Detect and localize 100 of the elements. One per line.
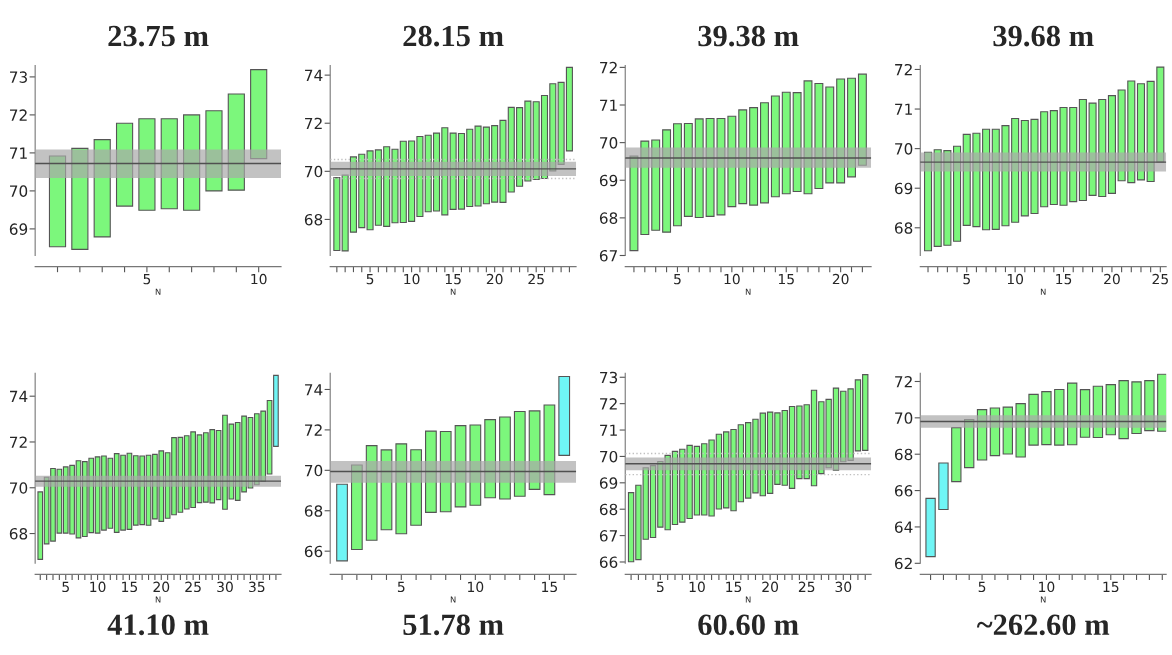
x-tick-label: 10 xyxy=(404,273,420,285)
y-tick-label: 68 xyxy=(304,505,323,517)
bar xyxy=(951,427,962,483)
x-tick-label: 5 xyxy=(366,273,374,285)
y-tick-label: 68 xyxy=(894,448,913,461)
x-tick-label: 15 xyxy=(122,581,138,593)
x-tick-label: 15 xyxy=(1103,581,1119,593)
y-tick-label: 70 xyxy=(305,165,323,178)
bar xyxy=(333,177,341,252)
y-tick-label: 68 xyxy=(599,503,618,516)
y-tick-label: 71 xyxy=(600,99,617,111)
x-tick-label: 5 xyxy=(397,581,405,593)
x-axis-title: N xyxy=(155,288,161,295)
y-tick-label: 74 xyxy=(10,390,28,402)
x-tick-label: 15 xyxy=(445,273,461,285)
y-tick-label: 72 xyxy=(305,117,322,130)
y-tick-label: 68 xyxy=(599,212,618,224)
x-tick-label: 10 xyxy=(689,581,705,593)
x-tick-label: 20 xyxy=(762,581,779,593)
x-tick-label: 25 xyxy=(185,581,201,593)
text: ~262.60 m xyxy=(976,614,1110,636)
bar xyxy=(558,375,571,456)
y-tick-label: 66 xyxy=(894,485,913,497)
x-tick-label: 10 xyxy=(1039,581,1055,593)
chart-title: 23.75 m xyxy=(108,25,209,47)
y-tick-label: 73 xyxy=(600,371,618,384)
y-tick-label: 72 xyxy=(600,398,617,410)
y-tick-label: 68 xyxy=(304,213,323,226)
y-tick-label: 62 xyxy=(894,557,912,570)
x-tick-label: 30 xyxy=(217,581,233,593)
y-tick-label: 71 xyxy=(600,424,617,436)
text: 60.60 m xyxy=(698,614,799,636)
x-axis-title: N xyxy=(745,288,751,295)
bar xyxy=(336,483,348,562)
x-tick-label: 15 xyxy=(778,273,794,285)
y-tick-label: 69 xyxy=(599,174,618,187)
x-tick-label: 15 xyxy=(542,581,558,593)
x-axis-title: N xyxy=(1040,288,1046,295)
x-tick-label: 20 xyxy=(832,273,849,285)
y-tick-label: 70 xyxy=(600,137,618,149)
y-tick-label: 72 xyxy=(305,424,322,436)
chart-title: 39.38 m xyxy=(698,25,799,47)
x-tick-label: 10 xyxy=(90,581,106,593)
y-tick-label: 70 xyxy=(10,482,28,494)
y-tick-label: 67 xyxy=(599,530,617,542)
y-tick-label: 68 xyxy=(9,528,28,540)
x-tick-label: 20 xyxy=(153,581,170,593)
x-tick-label: 25 xyxy=(1152,273,1168,285)
chart-title: 28.15 m xyxy=(403,25,504,47)
x-axis-title: N xyxy=(745,596,751,603)
y-tick-label: 72 xyxy=(895,375,912,388)
y-tick-label: 70 xyxy=(305,464,323,477)
y-tick-label: 69 xyxy=(9,223,28,235)
y-tick-label: 68 xyxy=(894,222,913,234)
y-tick-label: 72 xyxy=(600,61,617,74)
x-tick-label: 10 xyxy=(251,273,267,285)
y-tick-label: 72 xyxy=(10,109,27,121)
y-tick-label: 71 xyxy=(895,103,912,115)
x-tick-label: 5 xyxy=(978,581,986,593)
y-tick-label: 72 xyxy=(10,436,27,448)
y-tick-label: 67 xyxy=(599,249,617,262)
x-tick-label: 20 xyxy=(486,273,503,285)
y-tick-label: 70 xyxy=(10,185,28,197)
y-tick-label: 66 xyxy=(304,545,323,558)
x-axis-title: N xyxy=(450,596,456,603)
y-tick-label: 71 xyxy=(10,147,27,159)
x-tick-label: 30 xyxy=(835,581,852,593)
x-tick-label: 25 xyxy=(798,581,815,593)
y-tick-label: 70 xyxy=(600,450,618,463)
x-tick-label: 10 xyxy=(468,581,484,593)
x-tick-label: 15 xyxy=(1056,273,1072,285)
x-tick-label: 5 xyxy=(657,581,664,593)
y-tick-label: 72 xyxy=(895,63,912,76)
x-axis-title: N xyxy=(155,596,161,603)
text: 41.10 m xyxy=(107,614,209,636)
y-tick-label: 70 xyxy=(895,412,913,424)
bar xyxy=(938,462,949,511)
x-axis-title: N xyxy=(1040,596,1046,603)
y-tick-label: 73 xyxy=(10,71,27,83)
x-tick-label: 5 xyxy=(143,273,151,285)
y-tick-label: 64 xyxy=(894,521,913,533)
text: 51.78 m xyxy=(403,614,504,636)
x-tick-label: 20 xyxy=(1104,273,1120,285)
y-tick-label: 74 xyxy=(305,384,323,396)
x-tick-label: 15 xyxy=(726,581,742,593)
y-tick-label: 66 xyxy=(599,556,618,568)
chart-title: 39.68 m xyxy=(993,25,1094,47)
x-tick-label: 10 xyxy=(724,273,740,285)
x-axis-title: N xyxy=(450,288,456,295)
x-tick-label: 5 xyxy=(62,581,69,593)
x-tick-label: 5 xyxy=(674,273,681,285)
x-tick-label: 10 xyxy=(1007,273,1024,285)
y-tick-label: 70 xyxy=(895,143,913,155)
x-tick-label: 35 xyxy=(249,581,265,593)
x-tick-label: 5 xyxy=(963,273,970,285)
bar xyxy=(925,497,936,558)
y-tick-label: 69 xyxy=(894,182,913,195)
y-tick-label: 74 xyxy=(305,69,323,81)
x-tick-label: 25 xyxy=(528,273,544,285)
y-tick-label: 69 xyxy=(599,477,618,489)
